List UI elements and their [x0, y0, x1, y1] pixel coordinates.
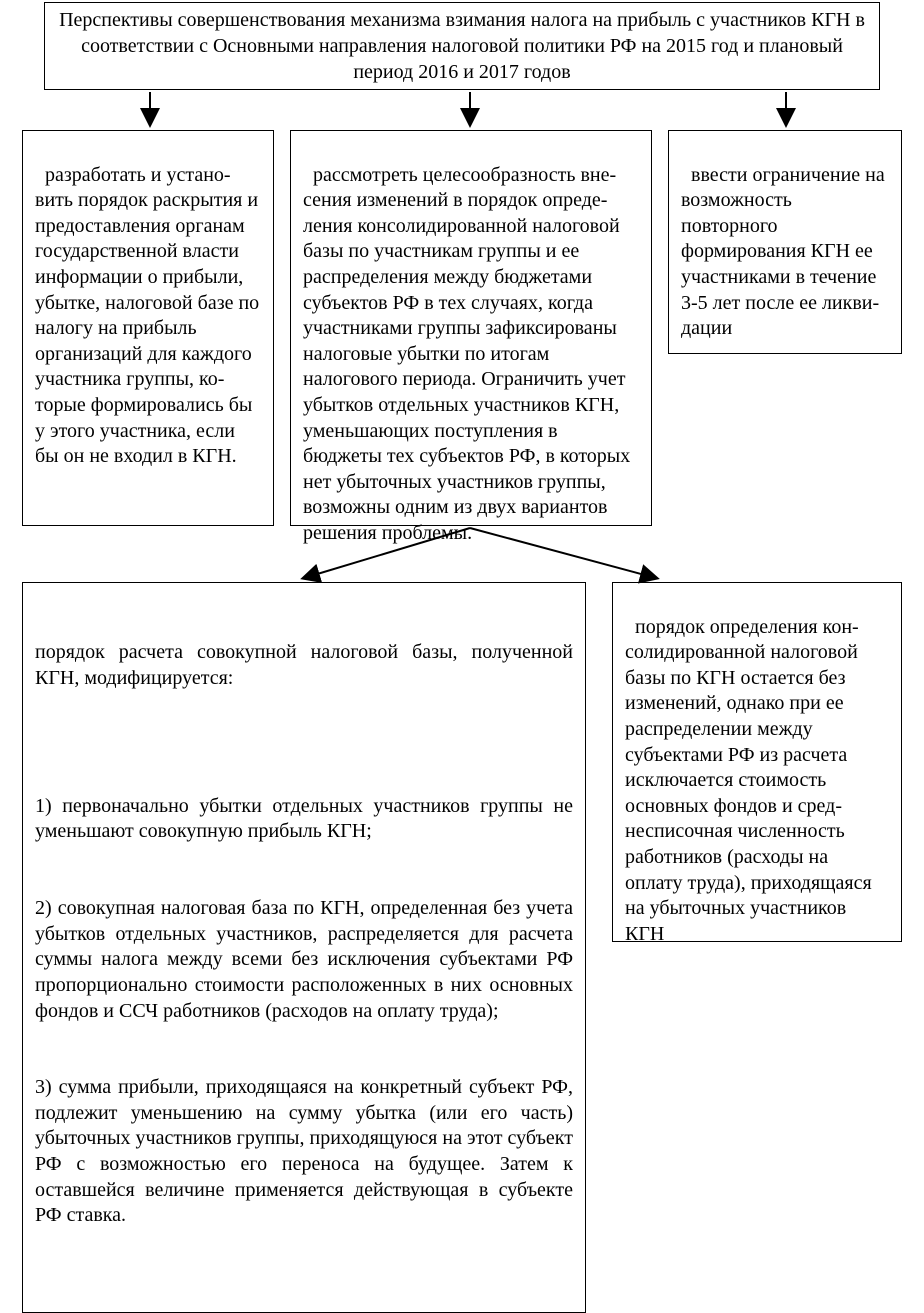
bottom-left-item-3: сумма прибыли, приходящаяся на конкретны… [35, 1075, 573, 1229]
bottom-left-intro: порядок расчета совокупной налоговой баз… [35, 640, 573, 691]
node-bottom-right-text: порядок определения кон­солидированной н… [625, 616, 877, 945]
node-left-text: разработать и устано­вить порядок раскры… [35, 164, 264, 468]
node-center-text: рассмотреть целесообразность вне­сения и… [303, 164, 635, 544]
node-right-text: ввести ограничение на возможность повтор… [681, 164, 890, 340]
node-center: рассмотреть целесообразность вне­сения и… [290, 130, 652, 526]
bottom-left-item-2: совокупная налоговая база по КГН, опреде… [35, 896, 573, 1024]
title-text: Перспективы совершенствования механизма … [59, 9, 865, 83]
bottom-left-item-1: первоначально убытки отдельных участнико… [35, 794, 573, 845]
node-right: ввести ограничение на возможность повтор… [668, 130, 902, 354]
node-left: разработать и устано­вить порядок раскры… [22, 130, 274, 526]
node-bottom-right: порядок определения кон­солидированной н… [612, 582, 902, 942]
edge-center-bottomright [470, 528, 656, 578]
bottom-left-list: первоначально убытки отдельных участнико… [35, 743, 573, 1280]
node-bottom-left: порядок расчета совокупной налоговой баз… [22, 582, 586, 1313]
title-box: Перспективы совершенствования механизма … [44, 2, 880, 90]
